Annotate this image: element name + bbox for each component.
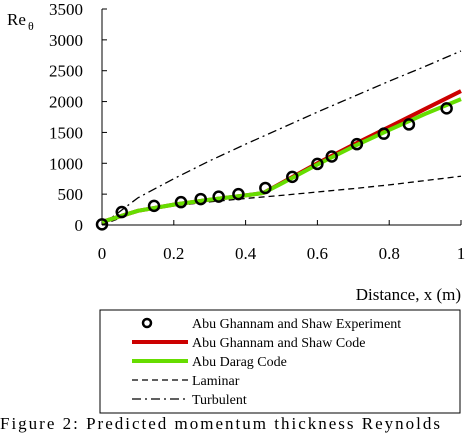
legend-symbol: [141, 317, 153, 329]
legend-label: Abu Ghannam and Shaw Experiment: [192, 317, 401, 332]
data-point: [377, 127, 391, 140]
y-axis-label: Re: [7, 10, 26, 29]
data-point: [350, 137, 364, 151]
figure-caption: Figure 2: Predicted momentum thickness R…: [0, 414, 442, 433]
legend-label: Turbulent: [192, 393, 247, 408]
data-point: [147, 199, 161, 213]
x-tick-label: 0.4: [235, 244, 257, 263]
data-point: [174, 195, 188, 209]
y-tick-label: 500: [58, 185, 84, 204]
data-point: [440, 102, 453, 115]
y-axis-label-subscript: θ: [28, 19, 34, 33]
data-point: [286, 170, 299, 184]
legend-label: Abu Darag Code: [192, 355, 287, 370]
legend-label: Abu Ghannam and Shaw Code: [192, 336, 365, 351]
x-tick-label: 0.8: [379, 244, 400, 263]
data-point: [95, 218, 109, 231]
data-point: [232, 187, 245, 201]
data-point: [311, 157, 324, 171]
series-line: [101, 50, 462, 226]
x-axis-label: Distance, x (m): [356, 285, 461, 304]
data-point: [402, 118, 416, 131]
y-tick-label: 1500: [49, 123, 83, 142]
y-tick-label: 3500: [49, 0, 83, 19]
data-point: [325, 150, 339, 163]
data-point: [194, 192, 207, 206]
legend-label: Laminar: [192, 374, 240, 389]
x-tick-label: 0: [98, 244, 107, 263]
data-point: [115, 205, 128, 219]
y-tick-label: 1000: [49, 154, 83, 173]
chart: 0 500 1000 1500 2000 2500 3000 3500 0 0.2 0.4 0.6 0.…: [7, 0, 466, 414]
data-point: [259, 181, 272, 195]
data-point: [212, 190, 225, 203]
series-line: [101, 97, 462, 224]
x-tick-label: 1: [457, 244, 466, 263]
y-tick-label: 2500: [49, 62, 83, 81]
x-tick-label: 0.2: [163, 244, 184, 263]
y-tick-label: 2000: [49, 93, 83, 112]
x-tick-label: 0.6: [307, 244, 328, 263]
y-tick-label: 0: [75, 216, 84, 235]
y-tick-label: 3000: [49, 31, 83, 50]
